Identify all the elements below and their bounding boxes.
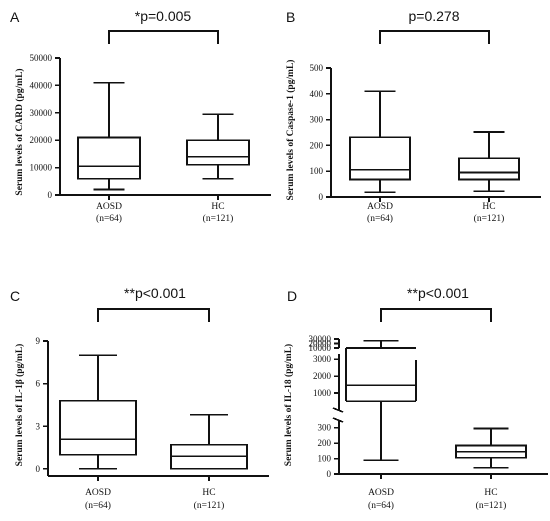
group-size-label: (n=121) (203, 213, 234, 224)
significance-bracket (380, 308, 492, 322)
y-tick-label: 3000 (313, 354, 332, 364)
y-tick-label: 300 (310, 115, 324, 125)
axis-break-mark (332, 407, 344, 413)
significance-bracket (108, 30, 219, 44)
category-label: AOSD (85, 488, 111, 498)
axis-break-mark (332, 417, 344, 423)
significance-label: p=0.278 (409, 8, 460, 24)
y-axis-label: Serum levels of IL-1β (pg/mL) (14, 344, 25, 467)
y-tick-label: 300 (318, 423, 332, 433)
y-tick-label: 0 (319, 192, 324, 202)
box-hc (458, 131, 520, 193)
panel-label: C (10, 288, 20, 304)
significance-bracket (379, 30, 490, 44)
plot-area: 0 100 200 300 400 500 (310, 30, 541, 202)
y-tick-label: 100 (310, 166, 324, 176)
group-size-label: (n=64) (368, 500, 394, 511)
y-tick-label: 400 (310, 89, 324, 99)
category-label: AOSD (367, 202, 393, 212)
plot-area: 0 10000 20000 30000 40000 50000 (30, 30, 271, 200)
y-tick-label: 40000 (30, 80, 53, 90)
box-hc (186, 113, 250, 180)
y-tick-label: 9 (36, 336, 41, 346)
panel-c: C **p<0.001 Serum levels of IL-1β (pg/mL… (10, 285, 269, 511)
y-tick-label: 200 (310, 140, 324, 150)
interquartile-box (77, 136, 141, 180)
panel-b: B p=0.278 Serum levels of Caspase-1 (pg/… (285, 8, 541, 224)
group-size-label: (n=64) (367, 213, 393, 224)
group-size-label: (n=64) (85, 500, 111, 511)
y-tick-label: 10000 (30, 163, 53, 173)
panel-label: D (287, 288, 297, 304)
panel-label: A (10, 9, 20, 25)
interquartile-box (458, 157, 520, 181)
y-tick-label: 6 (36, 379, 41, 389)
y-axis-label: Serum levels of Caspase-1 (pg/mL) (285, 60, 296, 201)
category-label: HC (484, 488, 497, 498)
y-tick-label: 500 (310, 63, 324, 73)
significance-label: **p<0.001 (407, 285, 469, 301)
y-axis-label: Serum levels of CARD (pg/mL) (14, 68, 25, 195)
significance-label: *p=0.005 (135, 8, 192, 24)
y-tick-label: 3 (36, 421, 41, 431)
group-size-label: (n=121) (474, 213, 505, 224)
significance-label: **p<0.001 (124, 285, 186, 301)
y-tick-label: 0 (48, 190, 53, 200)
box-aosd (345, 339, 417, 461)
y-tick-label: 30000 (30, 108, 53, 118)
category-label: AOSD (368, 488, 394, 498)
interquartile-box (59, 399, 137, 456)
y-tick-label: 0 (327, 469, 332, 479)
interquartile-box (186, 139, 250, 166)
group-size-label: (n=121) (476, 500, 507, 511)
panel-d: D **p<0.001 Serum levels of IL-18 (pg/mL… (283, 285, 548, 511)
box-aosd (77, 81, 141, 191)
plot-area: 0 3 6 9 (36, 308, 269, 481)
category-label: HC (202, 488, 215, 498)
y-tick-label: 200 (318, 438, 332, 448)
y-tick-label: 20000 (30, 135, 53, 145)
box-hc (455, 427, 527, 469)
significance-bracket (97, 308, 210, 322)
panel-label: B (286, 9, 295, 25)
y-tick-label: 100 (318, 454, 332, 464)
category-label: HC (211, 202, 224, 212)
y-tick-label: 10000 (309, 343, 332, 353)
box-aosd (59, 354, 137, 470)
y-tick-label: 20000 (309, 339, 332, 349)
category-label: AOSD (96, 202, 122, 212)
panel-a: A *p=0.005 Serum levels of CARD (pg/mL) … (10, 8, 271, 224)
box-aosd (349, 90, 411, 194)
y-tick-label: 50000 (30, 53, 53, 63)
group-size-label: (n=121) (194, 500, 225, 511)
y-tick-label: 0 (36, 464, 41, 474)
category-label: HC (482, 202, 495, 212)
y-tick-label: 2000 (313, 371, 332, 381)
box-hc (170, 414, 248, 470)
group-size-label: (n=64) (96, 213, 122, 224)
y-axis-label: Serum levels of IL-18 (pg/mL) (283, 344, 294, 466)
y-tick-label: 30000 (309, 334, 332, 344)
y-tick-label: 1000 (313, 388, 332, 398)
interquartile-box (349, 136, 411, 181)
